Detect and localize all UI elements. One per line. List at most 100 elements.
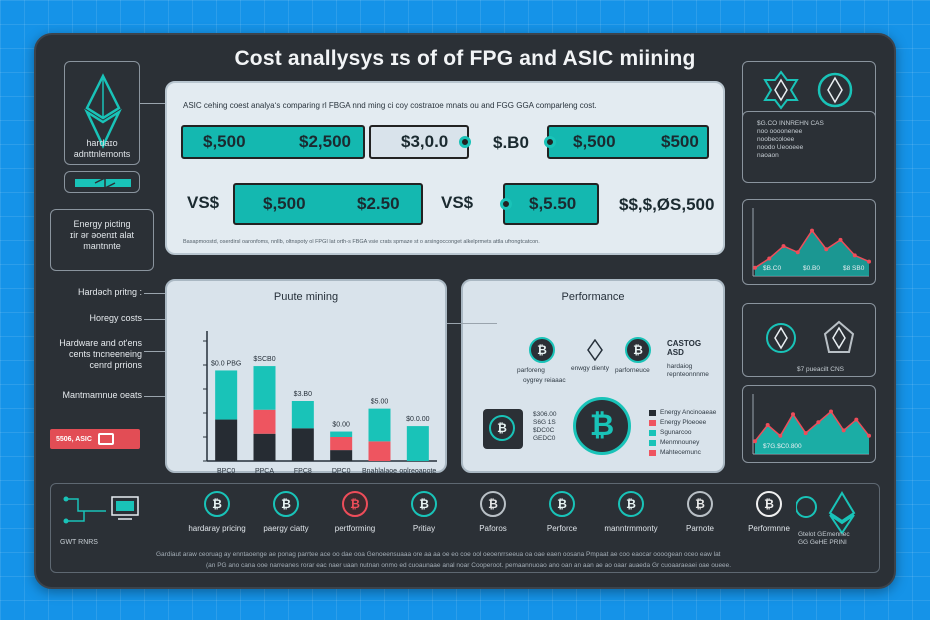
bar-value-label: $0.00 xyxy=(332,422,350,429)
legend-swatch xyxy=(649,439,656,446)
line-point xyxy=(765,423,770,427)
coin-label: paergy ciatty xyxy=(263,524,309,533)
chip-icon xyxy=(75,176,131,190)
price-card: $3,0.0 xyxy=(369,125,471,159)
connector-line xyxy=(144,319,166,320)
panel-footer: Basapmoostd, oserdirsl oaronfoms, nnllb,… xyxy=(183,239,540,245)
line-point xyxy=(867,433,871,438)
bar-segment xyxy=(253,409,276,434)
bar-segment xyxy=(215,370,238,420)
bitcoin-icon: ₿ xyxy=(625,337,651,363)
chip-icon xyxy=(97,433,114,445)
bar-value-label: $5.00 xyxy=(371,399,389,406)
bar-segment xyxy=(330,431,353,437)
bar-value-label: $0.0.00 xyxy=(406,416,429,423)
infographic-board: Cost anallysys ɪs of of FPG and ASIC mii… xyxy=(34,33,896,589)
coin-label: Pritiay xyxy=(412,524,436,533)
panel-header: ASIC cehing coest analyaʻs comparing rl … xyxy=(183,101,597,110)
bitcoin-icon: ₿ xyxy=(489,415,515,441)
line-point xyxy=(816,420,821,425)
legend-label: Menmnouney xyxy=(660,439,700,446)
bar-value-label: $3.B0 xyxy=(294,391,312,398)
line-point xyxy=(753,439,757,444)
connector-line xyxy=(144,351,166,352)
asic-tag-label: 5506, ASIC xyxy=(56,435,92,443)
chart-title: Puute mining xyxy=(273,291,339,303)
legend-swatch xyxy=(649,419,656,426)
legend-item: Mahtecemunc xyxy=(649,449,701,456)
x-tick-label: Bnahlalaoe xyxy=(362,468,397,475)
bar-value-label: $SCB0 xyxy=(253,356,275,363)
computer-network-icon xyxy=(63,496,139,524)
bar-segment xyxy=(406,426,429,461)
bitcoin-icon: ₿ xyxy=(204,491,230,517)
perf-item-label: oygrey reiaaac xyxy=(523,377,566,384)
line-point xyxy=(824,247,829,252)
bar-segment xyxy=(291,428,314,461)
performance-title: Performance xyxy=(561,291,625,303)
vs-label: VS$ xyxy=(187,193,220,212)
bitcoin-icon: ₿ xyxy=(687,491,713,517)
price-card: $,5.50 xyxy=(500,183,599,225)
legend-item: Energy Ancinoaeae xyxy=(649,409,716,416)
right-chart-1: $B.C0 $0.B0 $8 SB0 xyxy=(742,199,876,285)
x-tick-label: oplreoapote xyxy=(399,468,436,475)
hardware-label: hardaɪo adnttnlemonts xyxy=(73,138,131,159)
casto-sub: hardaiog repnteonnnme xyxy=(667,363,709,378)
coin-label: Paforos xyxy=(479,524,507,533)
coin-label: pertforming xyxy=(334,524,376,533)
right-box-text: $7 pueacilt CNS xyxy=(797,366,844,373)
legend-item: Energy Ploeoee xyxy=(649,419,706,426)
line-area xyxy=(755,411,869,454)
crypto-badge-icons xyxy=(763,70,853,110)
right-bottom-icon xyxy=(795,487,876,537)
legend-item: Menmnouney xyxy=(649,439,699,446)
coin-label: Parnote xyxy=(685,524,715,533)
price-comparison-panel: ASIC cehing coest analyaʻs comparing rl … xyxy=(165,81,725,255)
hardware-other-label: Hardware and ot'ens cents tncneeneing ce… xyxy=(59,338,142,370)
energy-pricing-label: Energy picting ɪir ər əoenɪt alat mantnn… xyxy=(70,219,134,251)
legend-item: Sgunarcoo xyxy=(649,429,691,436)
energy-costs-label: Horegy costs xyxy=(89,313,142,323)
line-chart-1: $B.C0 $0.B0 $8 SB0 xyxy=(752,208,871,277)
right-box-text: $G.CO INNREHN CAS noo oooonenee noobecol… xyxy=(757,120,824,159)
legend-label: Sgunarcoo xyxy=(660,429,692,436)
connector-line xyxy=(144,293,166,294)
price-card: $,500 $2.50 xyxy=(233,183,423,225)
line-point xyxy=(841,428,846,433)
dot-icon xyxy=(500,198,512,210)
value-block: $306.00 S6G 1S $DC0C GEDC0 xyxy=(533,411,557,442)
right-bottom-text: Gtelot GEmennec GG GeHE PRINI xyxy=(798,531,850,546)
chart-label: $0.B0 xyxy=(803,265,820,272)
vs-label: VS$ xyxy=(441,193,474,212)
x-tick-label: PPCA xyxy=(255,468,274,475)
bottom-panel xyxy=(50,483,880,573)
price-text: $$,$,ØS,500 xyxy=(619,195,715,214)
perf-item-label: enwgy dienty xyxy=(571,365,609,372)
left-icon-box-1 xyxy=(64,61,140,165)
line-point xyxy=(829,409,833,414)
crypto-badge-icons xyxy=(766,320,855,353)
page-title: Cost anallysys ɪs of of FPG and ASIC mii… xyxy=(234,47,696,70)
bar-segment xyxy=(291,401,314,429)
bar-segment xyxy=(253,366,276,410)
dot-icon xyxy=(544,136,556,148)
connector-line xyxy=(447,323,497,324)
legend-label: Mahtecemunc xyxy=(660,449,701,456)
bitcoin-icon: ₿ xyxy=(618,491,644,517)
line-area xyxy=(755,230,869,276)
x-tick-label: FPC8 xyxy=(294,468,312,475)
performance-panel: Performance ₿ parforeng enwgy dienty ₿ p… xyxy=(461,279,725,473)
ethereum-icon xyxy=(84,73,122,149)
line-point xyxy=(803,431,808,436)
connector-line xyxy=(144,396,166,397)
legend-swatch xyxy=(649,429,656,436)
hardware-pricing-label: Hardəch pritng : xyxy=(77,287,142,297)
bar-segment xyxy=(253,433,276,461)
price-card: $,500 $2,500 xyxy=(181,125,365,159)
bar-chart: $0.0 PBG BPC0 $SCB0 PPCA $3.B0 FPC8 $0.00 DPC0 $… xyxy=(203,331,437,475)
right-icon-box-2: $7 pueacilt CNS xyxy=(742,303,876,377)
bar-segment xyxy=(215,419,238,461)
bitcoin-icon: ₿ xyxy=(342,491,368,517)
casto-label: CASTOG ASD xyxy=(667,339,702,357)
